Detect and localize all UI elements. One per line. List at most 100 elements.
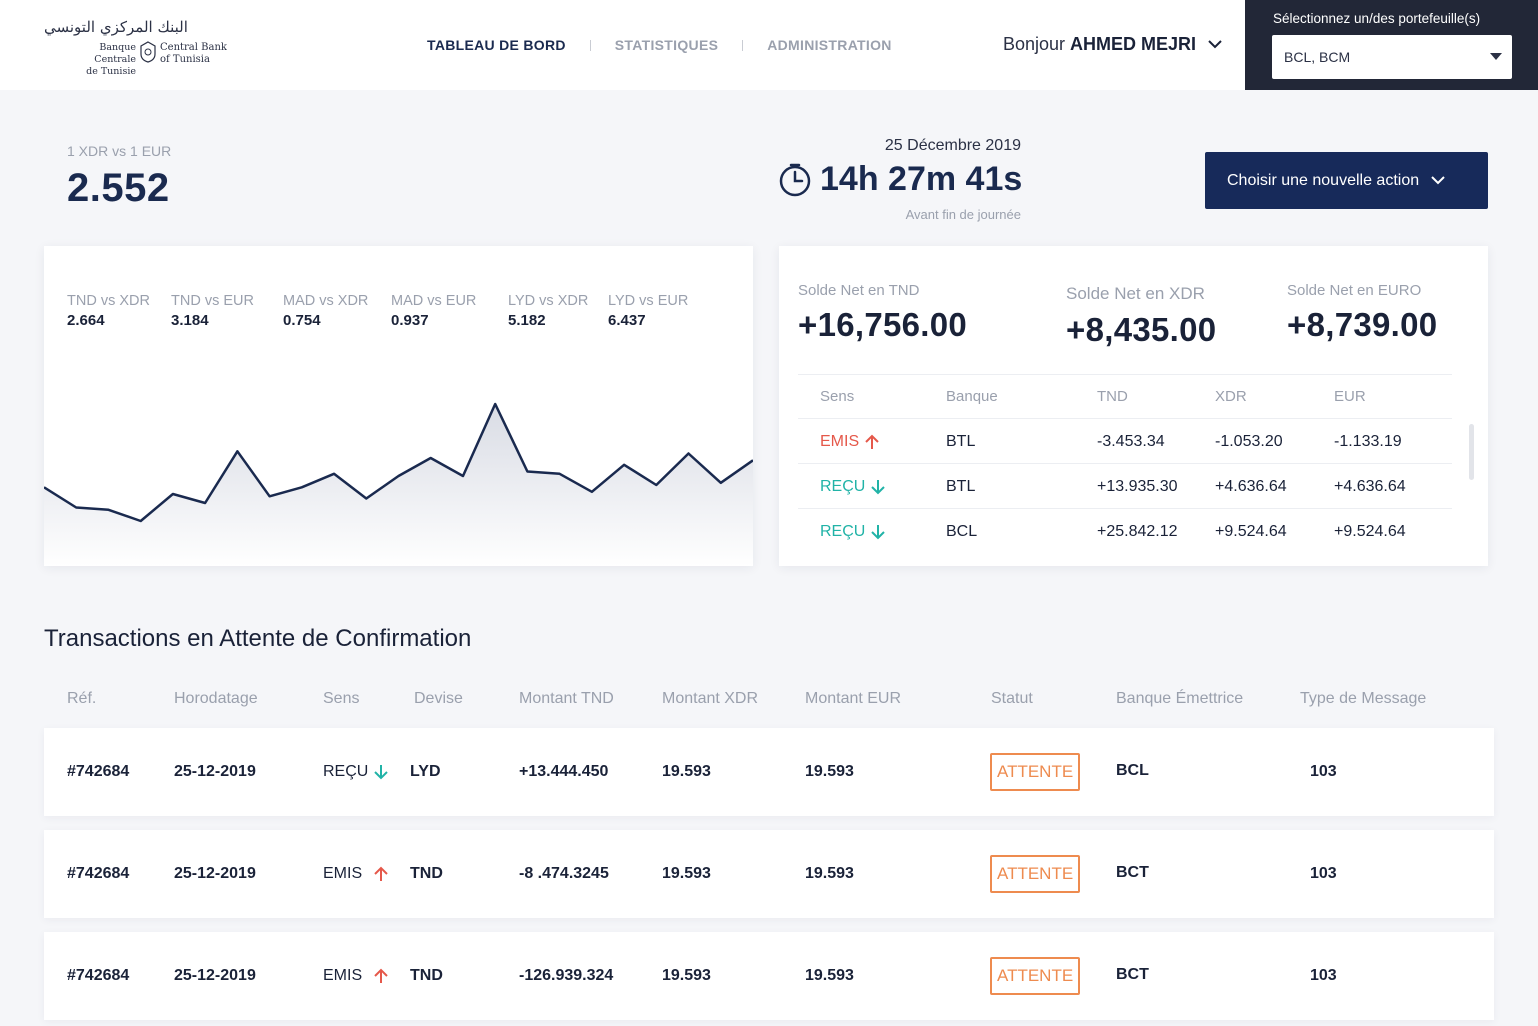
clock-icon xyxy=(779,163,811,196)
balance-table-scrollbar[interactable] xyxy=(1469,424,1474,480)
arrow-up-icon xyxy=(865,434,879,449)
arrow-down-icon xyxy=(871,480,886,495)
xdr-cell: +4.636.64 xyxy=(1215,478,1287,495)
balance-xdr: Solde Net en XDR +8,435.00 xyxy=(1066,284,1216,349)
portfolio-selected-value: BCL, BCM xyxy=(1284,49,1351,65)
devise-cell: TND xyxy=(410,865,443,882)
countdown-value: 14h 27m 41s xyxy=(820,160,1023,198)
status-badge: ATTENTE xyxy=(990,855,1081,893)
balance-row[interactable]: REÇU BCL +25.842.12 +9.524.64 +9.524.64 xyxy=(798,508,1452,553)
nav-administration[interactable]: ADMINISTRATION xyxy=(767,37,892,53)
sens-cell: REÇU xyxy=(820,523,886,541)
col-ref[interactable]: Réf. xyxy=(67,690,97,707)
sens-label: EMIS xyxy=(323,967,363,984)
balance-label: Solde Net en XDR xyxy=(1066,284,1205,303)
rate-pair-value: 2.664 xyxy=(67,312,105,329)
sens-label: REÇU xyxy=(820,523,866,540)
rate-pair: LYD vs XDR xyxy=(508,293,589,309)
balance-col-eur: EUR xyxy=(1334,388,1366,405)
bank-emblem-icon xyxy=(140,41,156,63)
transactions-title: Transactions en Attente de Confirmation xyxy=(44,625,472,652)
user-name: AHMED MEJRI xyxy=(1070,34,1197,54)
tnd-cell: -3.453.34 xyxy=(1097,433,1165,450)
montant-tnd-cell: -8 .474.3245 xyxy=(519,865,609,882)
arrow-up-icon xyxy=(374,968,388,983)
balance-row[interactable]: REÇU BTL +13.935.30 +4.636.64 +4.636.64 xyxy=(798,463,1452,508)
balance-label: Solde Net en EURO xyxy=(1287,282,1422,299)
arrow-up-icon xyxy=(374,866,388,881)
main-nav: TABLEAU DE BORD STATISTIQUES ADMINISTRAT… xyxy=(427,37,892,53)
balance-col-xdr: XDR xyxy=(1215,388,1247,405)
date-cell: 25-12-2019 xyxy=(174,967,256,984)
logo-en-line2: of Tunisia xyxy=(160,54,210,65)
rate-pair: TND vs EUR xyxy=(171,293,254,309)
col-banque-emettrice[interactable]: Banque Émettrice xyxy=(1116,690,1244,707)
balance-row[interactable]: EMIS BTL -3.453.34 -1.053.20 -1.133.19 xyxy=(798,418,1452,463)
rate-item: TND vs XDR 2.664 xyxy=(67,293,150,329)
nav-separator xyxy=(742,39,744,51)
portfolio-select[interactable]: BCL, BCM xyxy=(1272,35,1512,79)
montant-eur-cell: 19.593 xyxy=(805,865,854,882)
chart-series-line xyxy=(44,402,753,523)
dropdown-caret-icon xyxy=(1490,53,1502,60)
devise-cell: TND xyxy=(410,967,443,984)
rate-item: MAD vs XDR 0.754 xyxy=(283,293,368,329)
rates-list: TND vs XDR 2.664 TND vs EUR 3.184 MAD vs… xyxy=(67,293,747,333)
portfolio-label: Sélectionnez un/des portefeuille(s) xyxy=(1273,11,1481,26)
devise-cell: LYD xyxy=(410,763,441,780)
montant-tnd-cell: +13.444.450 xyxy=(519,763,609,780)
sens-cell: EMIS xyxy=(323,865,388,883)
montant-eur-cell: 19.593 xyxy=(805,763,854,780)
montant-tnd-cell: -126.939.324 xyxy=(519,967,614,984)
current-date: 25 Décembre 2019 xyxy=(884,137,1021,154)
logo-french-text: Banque Centrale de Tunisie xyxy=(64,42,136,78)
col-montant-xdr[interactable]: Montant XDR xyxy=(662,690,759,707)
nav-separator xyxy=(589,39,591,51)
xdr-cell: +9.524.64 xyxy=(1215,523,1287,540)
eur-cell: -1.133.19 xyxy=(1334,433,1402,450)
chevron-down-icon xyxy=(1208,40,1222,49)
bank-cell: BCT xyxy=(1116,966,1149,983)
rate-pair-value: 6.437 xyxy=(608,312,646,329)
sens-label: EMIS xyxy=(323,865,363,882)
bank-cell: BCL xyxy=(1116,762,1149,779)
col-devise[interactable]: Devise xyxy=(414,690,463,707)
col-montant-tnd[interactable]: Montant TND xyxy=(519,690,614,707)
balance-value: +8,435.00 xyxy=(1066,311,1217,348)
rate-pair: LYD vs EUR xyxy=(608,293,689,309)
balance-value: +16,756.00 xyxy=(798,306,968,343)
greeting-text: Bonjour xyxy=(1003,34,1066,54)
nav-statistiques[interactable]: STATISTIQUES xyxy=(614,37,719,53)
col-horodatage[interactable]: Horodatage xyxy=(174,690,258,707)
rate-pair-value: 0.937 xyxy=(391,312,429,329)
logo-fr-line2: de Tunisie xyxy=(86,66,136,77)
ref-cell: #742684 xyxy=(67,763,130,780)
choose-action-button[interactable]: Choisir une nouvelle action xyxy=(1205,152,1488,209)
col-sens[interactable]: Sens xyxy=(323,690,360,707)
balance-euro: Solde Net en EURO +8,739.00 xyxy=(1287,282,1437,344)
transaction-row[interactable]: #742684 25-12-2019 EMIS TND -8 .474.3245… xyxy=(44,830,1494,918)
xdr-cell: -1.053.20 xyxy=(1215,433,1283,450)
exchange-rates-card: TND vs XDR 2.664 TND vs EUR 3.184 MAD vs… xyxy=(44,246,753,566)
rate-pair: MAD vs XDR xyxy=(283,293,369,309)
balance-col-banque: Banque xyxy=(946,388,998,405)
user-menu[interactable]: Bonjour AHMED MEJRI xyxy=(1003,34,1222,55)
transaction-row[interactable]: #742684 25-12-2019 EMIS TND -126.939.324… xyxy=(44,932,1494,1020)
bank-logo[interactable]: البنك المركزي التونسي Banque Centrale de… xyxy=(42,18,257,77)
col-statut[interactable]: Statut xyxy=(991,690,1033,707)
choose-action-label: Choisir une nouvelle action xyxy=(1227,171,1420,189)
col-type-message[interactable]: Type de Message xyxy=(1300,690,1427,707)
montant-xdr-cell: 19.593 xyxy=(662,967,711,984)
eur-cell: +4.636.64 xyxy=(1334,478,1406,495)
eur-cell: +9.524.64 xyxy=(1334,523,1406,540)
sens-cell: EMIS xyxy=(820,433,879,451)
col-montant-eur[interactable]: Montant EUR xyxy=(805,690,902,707)
rate-pair: MAD vs EUR xyxy=(391,293,477,309)
balance-label: Solde Net en TND xyxy=(798,282,920,299)
nav-tableau-de-bord[interactable]: TABLEAU DE BORD xyxy=(427,37,566,53)
transaction-row[interactable]: #742684 25-12-2019 REÇU LYD +13.444.450 … xyxy=(44,728,1494,816)
tnd-cell: +25.842.12 xyxy=(1097,523,1178,540)
sens-label: REÇU xyxy=(323,763,369,780)
rate-label: 1 XDR vs 1 EUR xyxy=(67,143,172,159)
balance-col-sens: Sens xyxy=(820,388,855,405)
